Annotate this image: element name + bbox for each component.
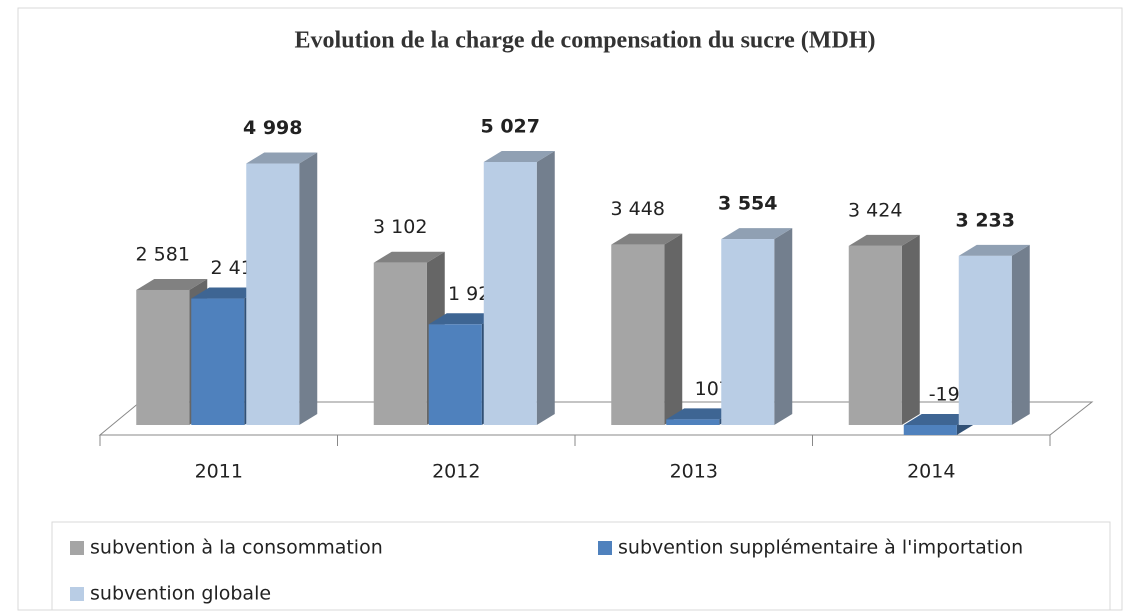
bar bbox=[721, 228, 793, 425]
bar-top bbox=[666, 408, 738, 420]
bar-top bbox=[958, 244, 1030, 256]
bar-front bbox=[428, 324, 482, 425]
bar-top bbox=[848, 234, 920, 246]
bar bbox=[483, 151, 555, 425]
data-label: 4 998 bbox=[243, 117, 303, 139]
bar-front bbox=[958, 255, 1012, 425]
data-label: 3 102 bbox=[373, 216, 427, 238]
bar bbox=[848, 234, 920, 425]
data-label: 3 554 bbox=[718, 193, 778, 215]
bar-side bbox=[664, 233, 683, 425]
bar-front bbox=[483, 162, 537, 425]
x-tick-label: 2014 bbox=[907, 461, 955, 483]
bar bbox=[958, 244, 1030, 425]
bar bbox=[246, 152, 318, 425]
bar-top bbox=[191, 287, 263, 299]
bar-side bbox=[1011, 244, 1030, 425]
bar-top bbox=[246, 152, 318, 164]
legend-label: subvention supplémentaire à l'importatio… bbox=[618, 537, 1023, 559]
x-tick-label: 2013 bbox=[670, 461, 718, 483]
bar-front bbox=[848, 245, 902, 425]
bar-front bbox=[191, 298, 245, 425]
bar-top bbox=[483, 151, 555, 162]
data-label: 3 424 bbox=[848, 199, 902, 221]
bar-top bbox=[903, 414, 975, 425]
bar-front bbox=[373, 262, 427, 425]
bar bbox=[611, 233, 683, 425]
bar-top bbox=[136, 278, 208, 290]
bar-top bbox=[611, 233, 683, 245]
bar-side bbox=[901, 234, 920, 425]
legend-box bbox=[51, 521, 1111, 611]
bar-top bbox=[373, 251, 445, 263]
bar-front bbox=[721, 239, 775, 425]
bar-front bbox=[666, 419, 720, 425]
x-tick-label: 2012 bbox=[432, 461, 480, 483]
data-label: 3 233 bbox=[956, 209, 1016, 231]
legend-label: subvention globale bbox=[90, 583, 271, 605]
bar-side bbox=[299, 152, 318, 425]
bar-top bbox=[428, 313, 500, 325]
chart-title: Evolution de la charge de compensation d… bbox=[295, 28, 876, 54]
floor bbox=[98, 401, 1094, 436]
bar-side bbox=[536, 151, 555, 425]
bar-front bbox=[136, 289, 190, 425]
bar-top bbox=[721, 228, 793, 240]
legend-swatch bbox=[70, 541, 84, 555]
bar-side bbox=[774, 228, 793, 425]
legend-swatch bbox=[598, 541, 612, 555]
bar-front bbox=[246, 163, 300, 425]
data-label: 3 448 bbox=[611, 198, 665, 220]
x-tick-label: 2011 bbox=[195, 461, 243, 483]
bar-front bbox=[611, 244, 665, 425]
data-label: 5 027 bbox=[481, 116, 541, 138]
legend-swatch bbox=[70, 587, 84, 601]
legend-label: subvention à la consommation bbox=[90, 537, 383, 559]
bar-front bbox=[903, 425, 957, 435]
data-label: 2 581 bbox=[136, 243, 190, 265]
